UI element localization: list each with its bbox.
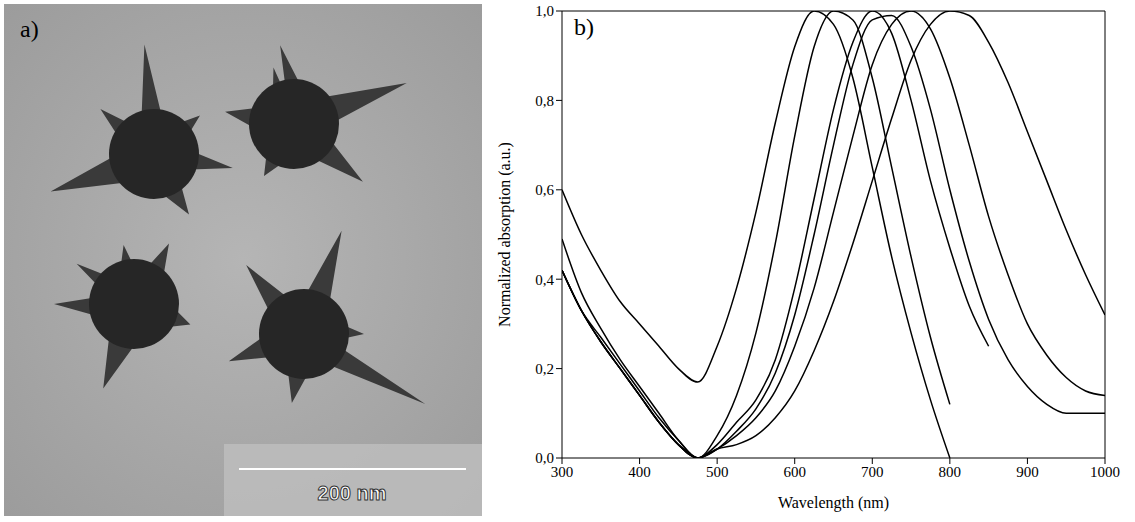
svg-text:1,0: 1,0	[535, 3, 554, 19]
svg-text:0,6: 0,6	[535, 182, 554, 198]
html-text:b): b)	[574, 14, 594, 40]
svg-text:200 nm: 200 nm	[318, 482, 387, 504]
html-text:a): a)	[20, 16, 39, 42]
svg-text:0,2: 0,2	[535, 361, 554, 377]
svg-text:800: 800	[939, 464, 962, 480]
svg-text:700: 700	[861, 464, 884, 480]
svg-text:400: 400	[628, 464, 651, 480]
svg-text:300: 300	[551, 464, 574, 480]
svg-text:Normalized absorption (a.u.): Normalized absorption (a.u.)	[496, 142, 514, 327]
svg-text:500: 500	[706, 464, 729, 480]
svg-text:900: 900	[1016, 464, 1039, 480]
svg-text:0,4: 0,4	[535, 272, 554, 288]
svg-text:600: 600	[783, 464, 806, 480]
svg-text:1000: 1000	[1090, 464, 1120, 480]
svg-text:Wavelength (nm): Wavelength (nm)	[778, 494, 889, 512]
svg-text:0,8: 0,8	[535, 93, 554, 109]
svg-text:0,0: 0,0	[535, 450, 554, 466]
